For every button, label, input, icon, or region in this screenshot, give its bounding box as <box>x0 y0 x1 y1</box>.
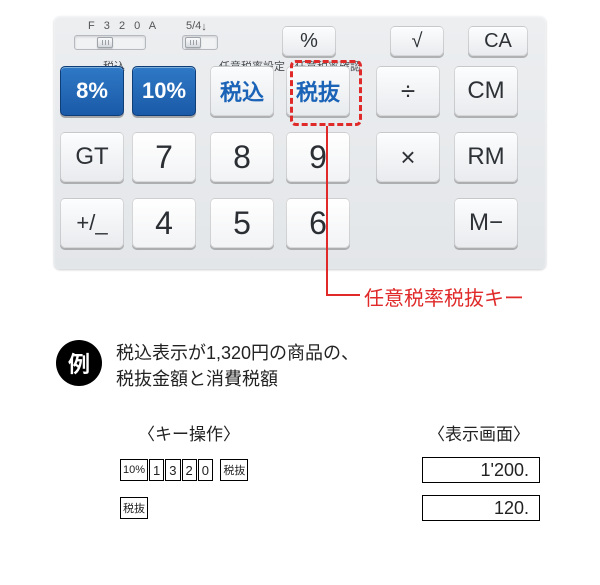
switch-row: F 3 2 0 A 5/4↓ <box>64 22 536 62</box>
seq2-k0: 税抜 <box>120 497 148 519</box>
callout-line-v <box>326 126 328 294</box>
gt-key[interactable]: GT <box>60 132 124 182</box>
seq2-keys: 税抜 <box>120 497 149 519</box>
digit-6-key[interactable]: 6 <box>286 198 350 248</box>
col-disp-head: 〈表示画面〉 <box>428 420 530 445</box>
pct8-key[interactable]: 8% <box>60 66 124 116</box>
ca-key[interactable]: CA <box>468 26 528 56</box>
example-line2: 税抜金額と消費税額 <box>116 369 278 389</box>
rm-key[interactable]: RM <box>454 132 518 182</box>
mode-switch[interactable] <box>74 35 146 50</box>
seq1-k3: 2 <box>182 459 197 481</box>
col-keys-head: 〈キー操作〉 <box>138 420 240 445</box>
example-badge: 例 <box>56 340 102 386</box>
digit-4-key[interactable]: 4 <box>132 198 196 248</box>
cm-key[interactable]: CM <box>454 66 518 116</box>
seq1-k1: 1 <box>149 459 164 481</box>
digit-9-key[interactable]: 9 <box>286 132 350 182</box>
seq2-display: 120. <box>422 495 540 521</box>
digit-7-key[interactable]: 7 <box>132 132 196 182</box>
example-text: 税込表示が1,320円の商品の、 税抜金額と消費税額 <box>116 340 359 392</box>
plusminus-key[interactable]: +/_ <box>60 198 124 248</box>
seq1-k5: 税抜 <box>220 459 248 481</box>
seq1-keys: 10%1320 税抜 <box>120 459 249 481</box>
percent-key[interactable]: % <box>282 26 336 56</box>
pct10-key[interactable]: 10% <box>132 66 196 116</box>
round-switch[interactable] <box>182 35 218 50</box>
multiply-key[interactable]: × <box>376 132 440 182</box>
seq1-k0: 10% <box>120 459 148 481</box>
mode-switch-label: F 3 2 0 A <box>88 20 159 32</box>
zeikomi-key[interactable]: 税込 <box>210 66 274 116</box>
digit-8-key[interactable]: 8 <box>210 132 274 182</box>
divide-key[interactable]: ÷ <box>376 66 440 116</box>
digit-5-key[interactable]: 5 <box>210 198 274 248</box>
callout-text: 任意税率税抜キー <box>364 282 524 311</box>
round-switch-label: 5/4↓ <box>186 20 207 32</box>
example-block: 例 税込表示が1,320円の商品の、 税抜金額と消費税額 <box>56 340 359 392</box>
sequence-area: 〈キー操作〉 〈表示画面〉 10%1320 税抜 1'200. 税抜 120. <box>120 420 540 521</box>
mminus-key[interactable]: M− <box>454 198 518 248</box>
callout-line-h <box>326 294 360 296</box>
seq1-k2: 3 <box>165 459 180 481</box>
sqrt-key[interactable]: √ <box>390 26 444 56</box>
calculator-body: F 3 2 0 A 5/4↓ <box>54 16 546 269</box>
seq1-k4: 0 <box>198 459 213 481</box>
zeinuki-key[interactable]: 税抜 <box>286 66 350 116</box>
example-line1: 税込表示が1,320円の商品の、 <box>116 343 359 363</box>
seq1-display: 1'200. <box>422 457 540 483</box>
